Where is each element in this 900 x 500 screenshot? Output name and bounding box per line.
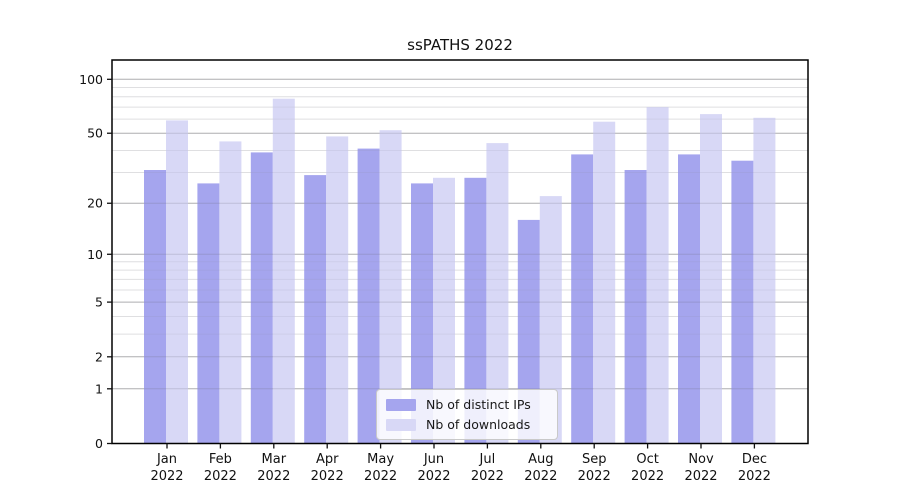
x-tick-month: Jan (156, 452, 177, 467)
bars-series-0 (144, 148, 754, 444)
gridline-overlay (112, 78, 808, 444)
bar-s1-m0 (166, 120, 188, 444)
bar-s1-m10 (700, 114, 722, 444)
bar-s0-m2 (250, 152, 273, 444)
x-tick-year: 2022 (417, 469, 450, 484)
x-tick-year: 2022 (684, 469, 717, 484)
bar-s0-m10 (678, 154, 700, 444)
bar-s1-m2 (272, 98, 295, 444)
bar-s1-m4 (379, 130, 402, 444)
x-tick-month: May (367, 452, 394, 467)
bar-s0-m11 (731, 160, 754, 444)
bar-s0-m5 (411, 183, 433, 444)
bar-s0-m6 (464, 177, 487, 444)
y-tick-label: 2 (95, 349, 103, 364)
legend-entry-downloads: Nb of downloads (386, 417, 557, 432)
bar-s0-m9 (624, 170, 647, 444)
legend: Nb of distinct IPs Nb of downloads (376, 389, 558, 440)
x-tick-year: 2022 (204, 469, 237, 484)
y-tick-label: 0 (95, 436, 103, 451)
bar-s0-m4 (357, 148, 380, 444)
bar-s1-m1 (219, 141, 242, 444)
bar-s0-m8 (571, 154, 594, 444)
y-tick-label: 100 (79, 72, 103, 87)
bars-series-1 (166, 98, 776, 444)
y-tick-label: 1 (95, 381, 103, 396)
x-tick-year: 2022 (150, 469, 183, 484)
x-tick-year: 2022 (311, 469, 344, 484)
x-tick-month: Sep (582, 452, 607, 467)
legend-entry-distinct-ips: Nb of distinct IPs (386, 397, 557, 412)
x-tick-year: 2022 (524, 469, 557, 484)
legend-label-downloads: Nb of downloads (426, 417, 531, 432)
bar-s0-m7 (517, 219, 540, 444)
bar-s1-m6 (486, 143, 509, 444)
chart-title: ssPATHS 2022 (407, 36, 513, 54)
x-tick-year: 2022 (738, 469, 771, 484)
x-tick-month: Apr (316, 452, 339, 467)
bar-s1-m7 (539, 196, 562, 444)
plot-frame (111, 59, 809, 445)
x-tick-month: Oct (636, 452, 658, 467)
bar-s0-m3 (304, 175, 327, 444)
bar-s1-m8 (593, 121, 616, 444)
x-tick-year: 2022 (578, 469, 611, 484)
bar-s1-m5 (433, 177, 455, 444)
x-tick-month: Jun (423, 452, 444, 467)
bar-s1-m11 (753, 117, 776, 444)
x-tick-year: 2022 (364, 469, 397, 484)
bar-s1-m9 (646, 107, 669, 444)
legend-swatch-downloads-icon (386, 418, 416, 431)
x-tick-year: 2022 (257, 469, 290, 484)
bar-s0-m0 (144, 170, 166, 444)
x-tick-month: Mar (262, 452, 287, 467)
x-tick-month: Jul (479, 452, 496, 467)
bar-s1-m3 (326, 136, 349, 444)
x-tick-month: Dec (742, 452, 767, 467)
x-tick-year: 2022 (631, 469, 664, 484)
x-tick-year: 2022 (471, 469, 504, 484)
x-axis-ticks: Jan 2022 Feb 2022 Mar 2022 Apr 2022 May 2022 Jun 20… (150, 443, 771, 484)
legend-swatch-distinct-ips-icon (386, 398, 416, 411)
y-tick-label: 20 (87, 196, 103, 211)
y-tick-label: 5 (95, 295, 103, 310)
x-tick-month: Aug (528, 452, 553, 467)
bar-s0-m1 (197, 183, 220, 444)
legend-label-distinct-ips: Nb of distinct IPs (426, 397, 531, 412)
y-tick-label: 50 (87, 126, 103, 141)
x-tick-month: Nov (688, 452, 714, 467)
y-tick-label: 10 (87, 247, 103, 262)
x-tick-month: Feb (209, 452, 232, 467)
